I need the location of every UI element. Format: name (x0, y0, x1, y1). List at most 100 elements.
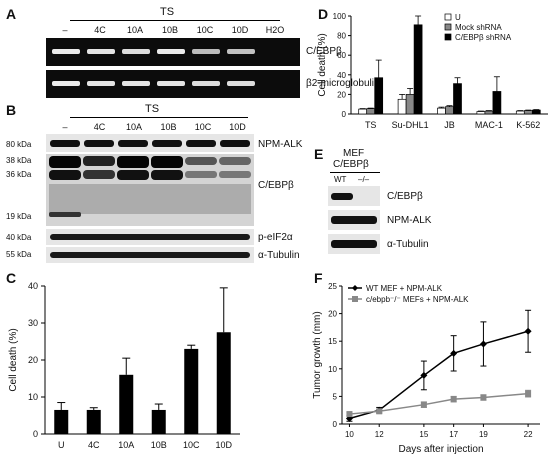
panel-d-legend-label: U (455, 13, 461, 22)
panel-d-y-tick-label: 80 (337, 32, 346, 41)
panel-d-chart: 0 20 40 60 80 100 Cell death (%) TS Su-DHL1 JB MAC… (317, 12, 548, 130)
panel-b-mw-19: 19 kDa (6, 212, 32, 221)
panel-a-letter: A (6, 6, 17, 22)
panel-a-lane-1: 4C (94, 25, 106, 35)
panel-b-blot-tubulin (46, 247, 254, 263)
panel-e-blot-tubulin-bands (331, 240, 377, 248)
panel-f-legend-label: WT MEF + NPM-ALK (366, 284, 443, 293)
panel-c-y-tick-label: 40 (28, 281, 38, 291)
panel-b-letter: B (6, 102, 17, 118)
gel-band (87, 49, 115, 54)
panel-f-x-tick-label: 22 (524, 430, 533, 439)
panel-d-legend-swatch (444, 13, 452, 21)
panel-b-row-label-npm-alk: NPM-ALK (258, 139, 303, 150)
panel-f-point (450, 396, 457, 403)
panel-f-legend-marker (352, 285, 358, 291)
panel-c-y-tick-label: 0 (33, 429, 38, 439)
panel-c-y-tick-label: 20 (28, 355, 38, 365)
panel-c-x-tick-label: 4C (88, 440, 100, 450)
panel-e-blot-npm-alk (328, 210, 380, 230)
panel-d-y-tick-label: 60 (337, 51, 346, 60)
panel-d-legend-swatch (444, 23, 452, 31)
panel-d-bar (413, 24, 423, 115)
panel-b-lane-5: 10D (229, 122, 246, 132)
panel-e-blot-npm-alk-bands (331, 216, 377, 224)
panel-c-y-label: Cell death (%) (8, 328, 19, 391)
panel-f-chart: 0 5 10 15 20 25 10 12 15 17 19 22 Days after injecti… (312, 282, 540, 455)
panel-c-letter: C (6, 270, 17, 286)
panel-a-lane-5: 10D (231, 25, 249, 35)
panel-c-bar-10C (184, 348, 199, 434)
panel-b-blot-cebpb (46, 154, 254, 226)
panel-f-point (525, 390, 532, 397)
panel-b-row-label-tubulin: α-Tubulin (258, 250, 300, 261)
panel-d-legend-label: C/EBPβ shRNA (455, 33, 512, 42)
gel-band (122, 81, 150, 86)
panel-a-row-label-b2m: β2-microglobulin (306, 78, 380, 89)
panel-b-blot-peif2a-bands (50, 234, 250, 240)
panel-b-lane-2: 10A (125, 122, 142, 132)
panel-c-bar-U (54, 409, 69, 434)
panel-d-y-tick-label: 20 (337, 90, 346, 99)
panel-e-header-mef: MEF (343, 148, 365, 159)
gelA2-bands (52, 81, 255, 86)
panel-f-y-tick-label: 20 (328, 310, 337, 319)
panel-b-blot-peif2a (46, 229, 254, 245)
panel-d-legend-label: Mock shRNA (455, 23, 502, 32)
panel-e-row-label-npm-alk: NPM-ALK (387, 215, 432, 226)
panel-c-bar-10D (216, 332, 231, 434)
panel-f-point (420, 371, 428, 379)
panel-d-bar (531, 109, 541, 115)
gel-band (227, 49, 255, 54)
gel-band (52, 81, 80, 86)
gel-band (157, 81, 185, 86)
panel-f-y-tick-label: 0 (333, 420, 338, 429)
panel-b-lane-1: 4C (93, 122, 106, 132)
panel-f-series-line-1 (349, 392, 529, 415)
panel-d-x-tick-label: TS (365, 120, 377, 130)
panel-d-letter: D (318, 6, 329, 22)
panel-d-bar (515, 110, 525, 115)
panel-d-bar (374, 77, 384, 115)
panel-d-x-tick-label: Su-DHL1 (392, 120, 429, 130)
panel-a-group-line (70, 20, 280, 21)
panel-b-mw-40: 40 kDa (6, 233, 32, 242)
panel-f-point (479, 340, 487, 348)
panel-d-bar (484, 110, 494, 115)
panel-a-lane-0: – (62, 25, 68, 35)
panel-f-x-tick-label: 19 (479, 430, 488, 439)
panel-f-letter: F (314, 270, 323, 286)
panel-e-blot-cebpb-bands (331, 193, 353, 200)
panel-e-lane-wt: WT (334, 175, 347, 184)
panel-b-group-label: TS (145, 103, 160, 115)
panel-a-lane-6: H2O (265, 25, 285, 35)
gel-band (87, 81, 115, 86)
panel-e-header-cebpb: C/EBPβ (333, 159, 369, 170)
panel-d-bar (492, 91, 502, 115)
panel-d-bar (366, 108, 376, 115)
panel-f-y-tick-label: 10 (328, 365, 337, 374)
panel-d-y-label: Cell death (%) (317, 33, 328, 96)
panel-f-point (346, 411, 353, 418)
panel-f-x-tick-label: 12 (375, 430, 384, 439)
panel-c-y-tick-label: 10 (28, 392, 38, 402)
panel-f-y-label: Tumor growth (mm) (312, 311, 323, 398)
panel-f-x-tick-label: 17 (449, 430, 458, 439)
panel-c-bar-4C (86, 409, 101, 434)
panel-f-legend-marker (352, 296, 358, 302)
panel-d-bar (397, 98, 407, 115)
panel-d-bar (437, 107, 446, 115)
panel-a-lane-labels: – 4C 10A 10B 10C 10D H2O (0, 25, 553, 37)
gel-band (157, 49, 185, 54)
panel-b-mw-36: 36 kDa (6, 170, 32, 179)
panel-a-gel-cebpb (46, 38, 300, 66)
panel-b-lane-3: 10B (160, 122, 177, 132)
panel-d-bar (523, 110, 533, 115)
panel-c-x-tick-label: 10B (151, 440, 167, 450)
panel-c-bar-10B (151, 409, 166, 434)
panel-f-point (480, 394, 487, 401)
panel-f-point (345, 414, 353, 422)
panel-d-x-tick-label: MAC-1 (475, 120, 503, 130)
panel-f-x-tick-label: 10 (345, 430, 354, 439)
gel-band (122, 49, 150, 54)
